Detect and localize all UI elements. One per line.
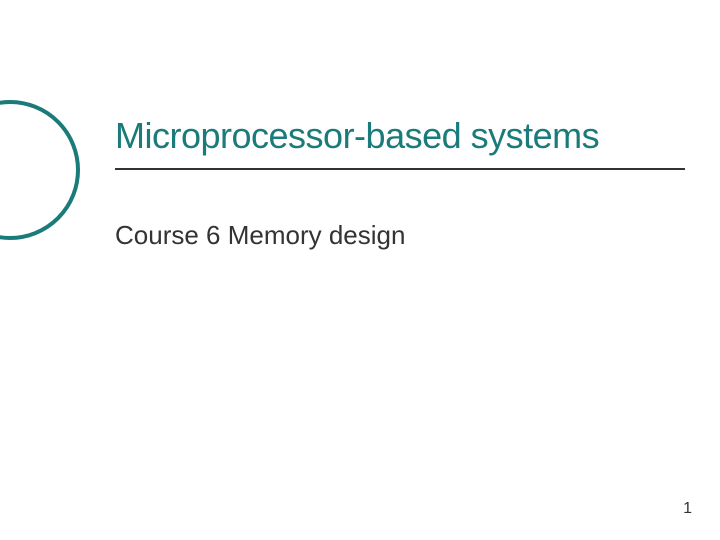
circle-decoration	[0, 100, 80, 240]
title-underline	[115, 168, 685, 170]
slide-subtitle: Course 6 Memory design	[115, 220, 405, 251]
page-number: 1	[683, 500, 692, 518]
slide-title: Microprocessor-based systems	[115, 115, 599, 157]
presentation-slide: Microprocessor-based systems Course 6 Me…	[0, 0, 720, 540]
